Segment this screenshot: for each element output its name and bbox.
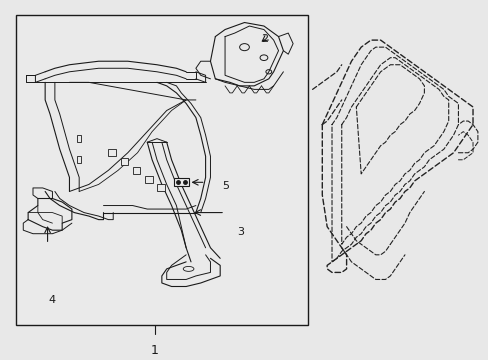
Ellipse shape bbox=[183, 266, 194, 271]
Text: 5: 5 bbox=[222, 181, 229, 191]
Bar bbox=[77, 156, 81, 163]
Text: 3: 3 bbox=[237, 227, 244, 237]
Bar bbox=[174, 179, 188, 186]
Bar bbox=[144, 176, 152, 183]
Bar bbox=[120, 158, 128, 165]
Text: 1: 1 bbox=[150, 343, 158, 356]
Text: 2: 2 bbox=[261, 33, 268, 44]
Bar bbox=[157, 184, 164, 192]
Bar bbox=[77, 135, 81, 142]
Bar bbox=[16, 15, 307, 325]
Text: 4: 4 bbox=[49, 295, 56, 305]
Bar bbox=[108, 149, 116, 156]
Bar bbox=[132, 167, 140, 174]
